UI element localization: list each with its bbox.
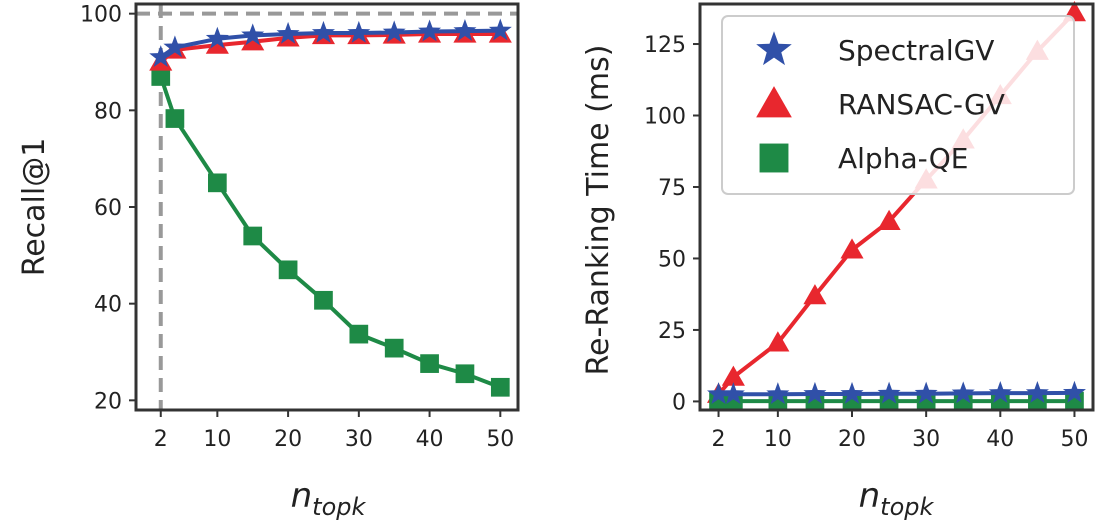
recall-point-spectralgv xyxy=(205,26,229,49)
legend-item-spectralgv: SpectralGV xyxy=(756,31,994,67)
legend-marker-spectralgv xyxy=(756,31,792,66)
recall-chart: 2 10 20 30 40 50 20 40 60 80 100 Recall@1 ntopk xyxy=(17,2,520,521)
recall-point-spectralgv xyxy=(347,20,371,43)
time-point-ransac-gv xyxy=(877,209,901,230)
time-plot-frame xyxy=(698,2,1095,412)
recall-x-axis-label: ntopk xyxy=(291,476,367,521)
legend-frame xyxy=(721,15,1075,195)
recall-point-alpha-qe xyxy=(278,260,298,280)
time-point-ransac-gv xyxy=(803,284,827,305)
recall-point-alpha-qe xyxy=(420,354,439,373)
time-x-axis-label: ntopk xyxy=(859,476,935,521)
recall-y-tick-label: 20 xyxy=(94,389,122,414)
recall-y-tick-label: 100 xyxy=(80,3,122,28)
time-x-tick-label: 30 xyxy=(912,427,940,452)
time-y-tick-label: 75 xyxy=(658,176,686,201)
recall-point-spectralgv xyxy=(311,20,335,43)
time-point-spectralgv xyxy=(1062,380,1086,403)
time-x-axis-label-sub: topk xyxy=(880,493,934,521)
recall-point-spectralgv xyxy=(149,45,173,67)
recall-point-spectralgv xyxy=(163,35,187,58)
recall-x-tick-label: 20 xyxy=(274,427,302,452)
recall-point-alpha-qe xyxy=(490,377,510,397)
time-y-axis-label: Re-Ranking Time (ms) xyxy=(581,45,616,376)
legend-label-spectralgv: SpectralGV xyxy=(838,34,994,67)
time-y-tick-label: 25 xyxy=(658,319,686,344)
time-point-spectralgv xyxy=(840,381,864,404)
time-x-tick-label: 10 xyxy=(764,427,792,452)
time-point-spectralgv xyxy=(914,381,938,404)
legend: SpectralGV RANSAC-GV Alpha-QE xyxy=(721,15,1075,195)
recall-x-tick-label: 10 xyxy=(203,427,231,452)
recall-x-axis-label-sub: topk xyxy=(312,493,366,521)
recall-x-tick-label: 30 xyxy=(345,427,373,452)
time-y-tick-label: 50 xyxy=(658,247,686,272)
time-point-spectralgv xyxy=(766,382,790,405)
time-y-tick-label: 0 xyxy=(672,390,686,415)
time-point-spectralgv xyxy=(1025,381,1049,403)
recall-x-tick-label: 2 xyxy=(154,427,168,452)
recall-point-spectralgv xyxy=(418,19,442,42)
time-x-axis-label-main: n xyxy=(859,476,881,516)
time-point-spectralgv xyxy=(803,381,827,404)
recall-line-alpha-qe xyxy=(158,75,502,390)
time-y-tick-label: 100 xyxy=(644,105,686,130)
recall-x-axis-label-main: n xyxy=(291,476,313,516)
time-point-ransac-gv xyxy=(766,331,790,352)
recall-point-spectralgv xyxy=(276,21,300,44)
legend-marker-alpha-qe xyxy=(759,143,789,173)
legend-label-alpha-qe: Alpha-QE xyxy=(838,142,968,175)
time-point-spectralgv xyxy=(951,381,975,404)
recall-point-alpha-qe xyxy=(455,364,475,384)
time-series-spectralgv xyxy=(707,380,1086,405)
recall-y-axis-label: Recall@1 xyxy=(17,138,52,277)
legend-item-alpha-qe: Alpha-QE xyxy=(759,142,968,175)
recall-series-alpha-qe xyxy=(151,67,510,397)
recall-y-tick-label: 40 xyxy=(94,293,122,318)
recall-point-spectralgv xyxy=(241,23,265,46)
recall-point-alpha-qe xyxy=(243,226,263,246)
recall-point-alpha-qe xyxy=(384,338,404,358)
recall-x-tick-label: 40 xyxy=(416,427,444,452)
time-x-tick-label: 50 xyxy=(1060,427,1088,452)
time-x-tick-label: 20 xyxy=(838,427,866,452)
time-point-spectralgv xyxy=(721,382,745,405)
recall-y-tick-label: 60 xyxy=(94,196,122,221)
recall-series-spectralgv xyxy=(149,18,512,67)
recall-plot-frame xyxy=(134,2,520,412)
time-point-spectralgv xyxy=(877,381,901,404)
recall-x-tick-label: 50 xyxy=(486,427,514,452)
time-point-spectralgv xyxy=(988,381,1012,403)
time-point-spectralgv xyxy=(707,382,731,405)
recall-point-alpha-qe xyxy=(208,173,227,193)
time-point-ransac-gv xyxy=(721,365,745,386)
recall-point-alpha-qe xyxy=(349,324,369,344)
recall-point-alpha-qe xyxy=(314,290,333,310)
time-point-ransac-gv xyxy=(840,238,864,259)
time-x-tick-label: 2 xyxy=(712,427,726,452)
recall-point-alpha-qe xyxy=(151,67,171,86)
time-x-tick-label: 40 xyxy=(986,427,1014,452)
recall-point-spectralgv xyxy=(488,18,512,41)
recall-y-tick-label: 80 xyxy=(94,99,122,124)
recall-point-spectralgv xyxy=(453,18,477,41)
time-y-tick-label: 125 xyxy=(644,33,686,58)
legend-marker-ransac-gv xyxy=(756,86,792,118)
legend-item-ransac-gv: RANSAC-GV xyxy=(756,86,1005,121)
time-chart: 2 10 20 30 40 50 0 25 50 75 100 125 Re-Ranking Time… xyxy=(581,1,1095,521)
recall-point-spectralgv xyxy=(382,20,406,43)
recall-point-alpha-qe xyxy=(165,109,185,128)
legend-label-ransac-gv: RANSAC-GV xyxy=(838,88,1005,121)
